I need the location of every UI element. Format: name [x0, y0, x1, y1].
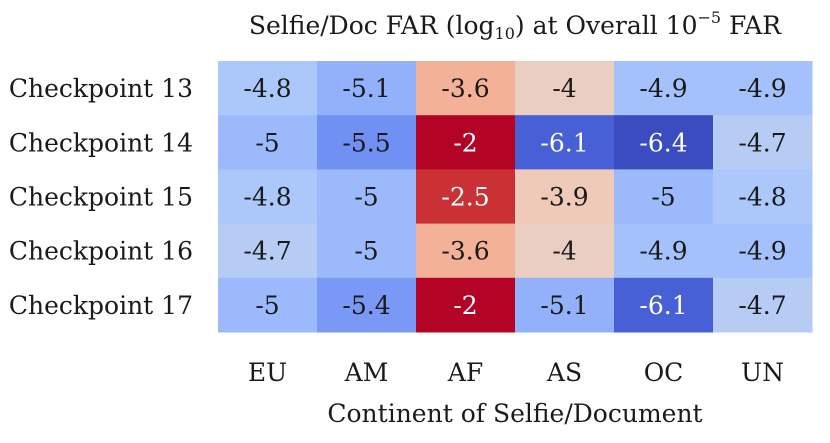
cell-value-label: -4.8: [243, 74, 291, 103]
heatmap-cell: [416, 115, 516, 170]
cell-value-label: -5: [255, 128, 279, 157]
row-label: Checkpoint 13: [9, 74, 193, 103]
heatmap-cell: [416, 169, 516, 225]
cell-value-label: -4.9: [738, 237, 786, 266]
heatmap-cell: [317, 61, 417, 116]
heatmap-cell: [614, 223, 714, 279]
cell-value-label: -4.7: [738, 128, 786, 157]
heatmap-cell: [317, 223, 417, 279]
row-label: Checkpoint 17: [9, 291, 193, 320]
heatmap-cell: [614, 61, 714, 116]
cell-value-label: -5.5: [342, 128, 390, 157]
column-label: UN: [741, 358, 784, 387]
heatmap-cell: [416, 61, 516, 116]
cell-value-label: -3.6: [441, 237, 489, 266]
heatmap-cell: [614, 169, 714, 225]
heatmap-cell: [515, 115, 615, 170]
heatmap-cell: [218, 61, 318, 116]
cell-value-label: -5: [255, 291, 279, 320]
heatmap-cell: [515, 223, 615, 279]
cell-value-label: -3.9: [540, 183, 588, 212]
heatmap-cell: [614, 277, 714, 333]
cell-value-label: -5.1: [342, 74, 390, 103]
column-label: OC: [644, 358, 684, 387]
heatmap-cell: [713, 277, 813, 333]
column-label: AF: [447, 358, 483, 387]
heatmap-cell: [317, 169, 417, 225]
cell-value-label: -3.6: [441, 74, 489, 103]
heatmap-cell: [317, 115, 417, 170]
heatmap-cell: [218, 115, 318, 170]
column-label: EU: [248, 358, 287, 387]
heatmap-cell: [713, 169, 813, 225]
heatmap-cell: [218, 277, 318, 333]
column-label: AS: [546, 358, 582, 387]
heatmap-cell: [614, 115, 714, 170]
cell-value-label: -4.8: [243, 183, 291, 212]
x-axis-label: Continent of Selfie/Document: [327, 399, 702, 428]
heatmap-cell: [713, 223, 813, 279]
cell-value-label: -4.7: [738, 291, 786, 320]
cell-value-label: -4.9: [738, 74, 786, 103]
heatmap-cell: [218, 169, 318, 225]
column-label: AM: [344, 358, 389, 387]
cell-value-label: -4: [552, 237, 576, 266]
row-label: Checkpoint 15: [9, 183, 193, 212]
cell-value-label: -2: [453, 291, 477, 320]
row-label: Checkpoint 16: [9, 237, 193, 266]
cell-value-label: -4.7: [243, 237, 291, 266]
heatmap-cell: [416, 277, 516, 333]
heatmap-cell: [317, 277, 417, 333]
heatmap-cell: [515, 277, 615, 333]
cell-value-label: -6.1: [540, 128, 588, 157]
heatmap-cell: [713, 61, 813, 116]
cell-value-label: -5.1: [540, 291, 588, 320]
heatmap-cell: [416, 223, 516, 279]
cell-value-label: -4.9: [639, 237, 687, 266]
cell-value-label: -6.4: [639, 128, 687, 157]
heatmap-cell: [218, 223, 318, 279]
cell-value-label: -2: [453, 128, 477, 157]
cell-value-label: -5: [354, 183, 378, 212]
cell-value-label: -5.4: [342, 291, 390, 320]
cell-value-label: -6.1: [639, 291, 687, 320]
cell-value-label: -5: [651, 183, 675, 212]
cell-value-label: -4: [552, 74, 576, 103]
cell-value-label: -4.8: [738, 183, 786, 212]
chart-title: Selfie/Doc FAR (log10) at Overall 10−5 F…: [248, 8, 782, 43]
heatmap-cell: [713, 115, 813, 170]
cell-value-label: -4.9: [639, 74, 687, 103]
heatmap-cell: [515, 169, 615, 225]
row-label: Checkpoint 14: [9, 128, 193, 157]
cell-value-label: -2.5: [441, 183, 489, 212]
cell-value-label: -5: [354, 237, 378, 266]
heatmap-cell: [515, 61, 615, 116]
